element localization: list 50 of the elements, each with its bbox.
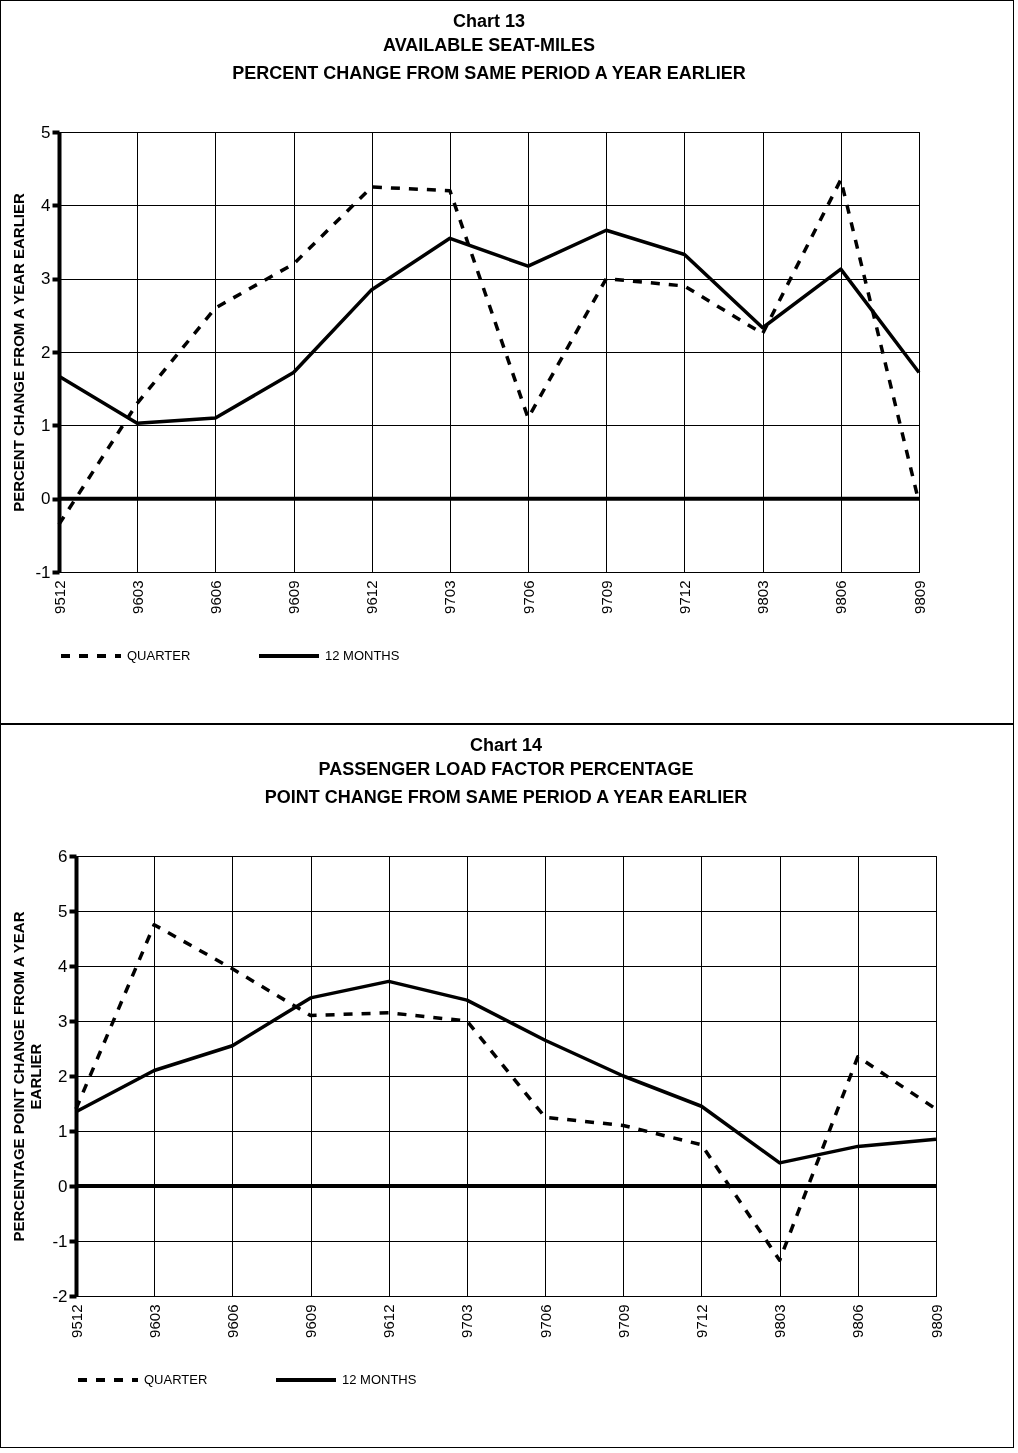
x-tick-label: 9512 [67, 1304, 85, 1338]
x-tick-label: 9609 [285, 580, 303, 614]
y-tick-label: 4 [58, 956, 68, 976]
x-tick-label: 9809 [910, 580, 928, 614]
y-tick-label: -2 [52, 1286, 68, 1306]
x-tick-label: 9709 [597, 580, 615, 614]
x-tick-label: 9712 [675, 580, 693, 614]
x-tick-label: 9606 [206, 580, 224, 614]
y-tick-label: 5 [41, 122, 51, 142]
y-axis-title: PERCENT CHANGE FROM A YEAR EARLIER [10, 193, 28, 512]
y-tick-label: 0 [41, 489, 51, 509]
y-axis-title: PERCENTAGE POINT CHANGE FROM A YEAR EARLIER [10, 911, 45, 1242]
x-tick-label: 9709 [614, 1304, 632, 1338]
y-tick-label: -1 [35, 562, 51, 582]
y-tick-label: 6 [58, 846, 68, 866]
x-tick-label: 9803 [754, 580, 772, 614]
chart-subtitle: PASSENGER LOAD FACTOR PERCENTAGE POINT CHANGE FROM SAME PERIOD A YEAR EARLIER [264, 759, 748, 807]
y-tick-label: -1 [52, 1231, 68, 1251]
x-tick-label: 9703 [458, 1304, 476, 1338]
x-tick-label: 9712 [692, 1304, 710, 1338]
x-tick-label: 9606 [223, 1304, 241, 1338]
y-tick-label: 3 [58, 1011, 68, 1031]
x-tick-label: 9706 [536, 1304, 554, 1338]
x-tick-label: 9806 [832, 580, 850, 614]
x-tick-label: 9806 [849, 1304, 867, 1338]
y-tick-label: 2 [41, 342, 51, 362]
x-tick-label: 9703 [441, 580, 459, 614]
legend-label: QUARTER [144, 1372, 208, 1387]
x-tick-label: 9512 [50, 580, 68, 614]
x-tick-label: 9609 [302, 1304, 320, 1338]
x-tick-label: 9809 [927, 1304, 945, 1338]
y-tick-label: 1 [41, 415, 51, 435]
y-tick-label: 4 [41, 195, 51, 215]
legend-label: QUARTER [127, 648, 191, 663]
chart-subtitle: AVAILABLE SEAT-MILES PERCENT CHANGE FROM SAME PERIOD A YEAR EARLIER [232, 35, 746, 83]
x-tick-label: 9612 [380, 1304, 398, 1338]
legend-label: 12 MONTHS [325, 648, 400, 663]
y-tick-label: 3 [41, 269, 51, 289]
legend-label: 12 MONTHS [342, 1372, 417, 1387]
y-tick-label: 5 [58, 901, 68, 921]
y-tick-label: 1 [58, 1121, 68, 1141]
x-tick-label: 9603 [128, 580, 146, 614]
x-tick-label: 9803 [771, 1304, 789, 1338]
y-tick-label: 0 [58, 1176, 68, 1196]
y-tick-label: 2 [58, 1066, 68, 1086]
x-tick-label: 9603 [145, 1304, 163, 1338]
chart-title: Chart 13 [452, 11, 526, 31]
x-tick-label: 9706 [519, 580, 537, 614]
x-tick-label: 9612 [363, 580, 381, 614]
chart-title: Chart 14 [469, 735, 543, 755]
